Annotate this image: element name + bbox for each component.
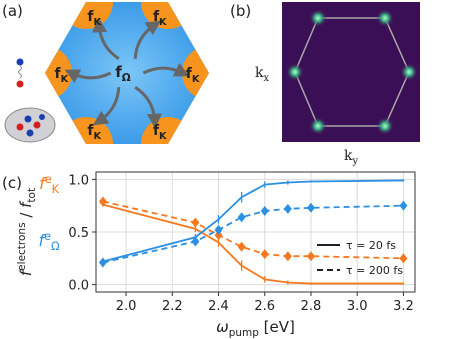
text-part: f bbox=[55, 66, 62, 82]
corner-label: fK bbox=[153, 123, 167, 142]
x-tick-label: 2.0 bbox=[116, 299, 137, 314]
arrow bbox=[92, 17, 120, 61]
text-part: K bbox=[93, 17, 101, 28]
marker bbox=[306, 202, 315, 213]
y-axis-label: felectrons / ftot bbox=[16, 188, 38, 276]
x-tick-label: 3.2 bbox=[393, 299, 414, 314]
corner-label: fK bbox=[87, 123, 101, 142]
text-part: f bbox=[87, 9, 94, 25]
series-line bbox=[102, 203, 404, 285]
marker bbox=[260, 249, 269, 260]
valleys bbox=[286, 9, 418, 135]
arrow bbox=[134, 85, 162, 129]
x-tick-label: 2.8 bbox=[301, 299, 322, 314]
marker bbox=[260, 205, 269, 216]
series-label: feΩ bbox=[38, 230, 60, 253]
marker bbox=[237, 241, 246, 252]
text-part: f bbox=[38, 231, 46, 250]
arrow bbox=[64, 69, 112, 84]
text-part: f bbox=[153, 123, 160, 139]
series-line bbox=[102, 179, 404, 263]
text-part: f bbox=[39, 174, 47, 193]
y-tick-label: 1.0 bbox=[68, 173, 89, 188]
text-part: / bbox=[17, 208, 35, 223]
text-part: k bbox=[255, 65, 264, 81]
marker bbox=[399, 253, 408, 264]
x-axis-label: ωpump [eV] bbox=[216, 318, 295, 339]
text-part: K bbox=[93, 131, 101, 142]
arrow bbox=[92, 87, 121, 126]
marker bbox=[399, 200, 408, 211]
text-part: ω bbox=[216, 318, 229, 336]
text-part: e bbox=[44, 230, 51, 243]
atom bbox=[16, 58, 24, 66]
panel-b: kx ky bbox=[255, 2, 420, 167]
bond bbox=[18, 65, 22, 79]
arrows bbox=[64, 17, 190, 129]
text-part: K bbox=[159, 17, 167, 28]
y-tick-label: 0.0 bbox=[68, 279, 89, 294]
text-part: x bbox=[263, 73, 269, 84]
text-part: K bbox=[159, 131, 167, 142]
text-part: electrons bbox=[16, 222, 28, 270]
marker bbox=[306, 251, 315, 262]
text-part: K bbox=[192, 74, 200, 85]
cluster bbox=[4, 107, 56, 143]
chart: 2.0 2.2 2.4 2.6 2.8 3.0 3.2 0.0 0.5 1.0 ωpump [eV]… bbox=[16, 171, 416, 339]
text-part: f bbox=[153, 9, 160, 25]
x-tick-label: 2.4 bbox=[208, 299, 229, 314]
x-tick-label: 2.6 bbox=[254, 299, 275, 314]
text-part: f bbox=[17, 268, 35, 276]
legend-label: τ = 20 fs bbox=[346, 239, 396, 252]
x-tick-label: 3.0 bbox=[347, 299, 368, 314]
marker bbox=[283, 203, 292, 214]
text-part: e bbox=[45, 173, 52, 186]
text-part: K bbox=[61, 74, 69, 85]
arrow bbox=[142, 62, 190, 77]
corner-label: fK bbox=[186, 66, 200, 85]
ky-label: ky bbox=[344, 148, 358, 167]
corner-label: fK bbox=[87, 9, 101, 28]
text-part: f bbox=[115, 63, 122, 81]
kx-label: kx bbox=[255, 65, 269, 84]
center-label: fΩ bbox=[115, 63, 131, 84]
text-part: Ω bbox=[122, 72, 131, 84]
panel-label: (c) bbox=[2, 174, 22, 192]
corner-label: fK bbox=[55, 66, 69, 85]
arrow bbox=[133, 20, 162, 59]
text-part: f bbox=[17, 200, 35, 208]
text-part: y bbox=[351, 156, 358, 167]
panel-label: (b) bbox=[230, 2, 251, 20]
text-part: f bbox=[87, 123, 94, 139]
marker bbox=[283, 251, 292, 262]
marker bbox=[214, 230, 223, 241]
text-part: k bbox=[344, 148, 353, 164]
series-line bbox=[102, 204, 404, 264]
text-part: f bbox=[186, 66, 193, 82]
text-part: tot bbox=[26, 188, 38, 203]
text-part: [eV] bbox=[259, 318, 295, 336]
hexagon bbox=[45, 2, 209, 144]
marker bbox=[191, 217, 200, 228]
y-tick-label: 0.5 bbox=[68, 226, 89, 241]
marker bbox=[237, 212, 246, 223]
legend-label: τ = 200 fs bbox=[346, 264, 403, 277]
text-part: Ω bbox=[51, 240, 60, 253]
plot-frame bbox=[95, 171, 416, 293]
text-part: pump bbox=[229, 327, 260, 339]
corner-label: fK bbox=[153, 9, 167, 28]
marker bbox=[98, 257, 107, 268]
marker bbox=[214, 224, 223, 235]
x-tick-label: 2.2 bbox=[162, 299, 183, 314]
text-part: K bbox=[52, 183, 60, 196]
marker bbox=[191, 236, 200, 247]
panel-label: (a) bbox=[2, 2, 23, 20]
atom bbox=[16, 80, 24, 88]
marker bbox=[98, 196, 107, 207]
series-label: feK bbox=[39, 173, 60, 196]
brillouin-map bbox=[282, 2, 420, 142]
